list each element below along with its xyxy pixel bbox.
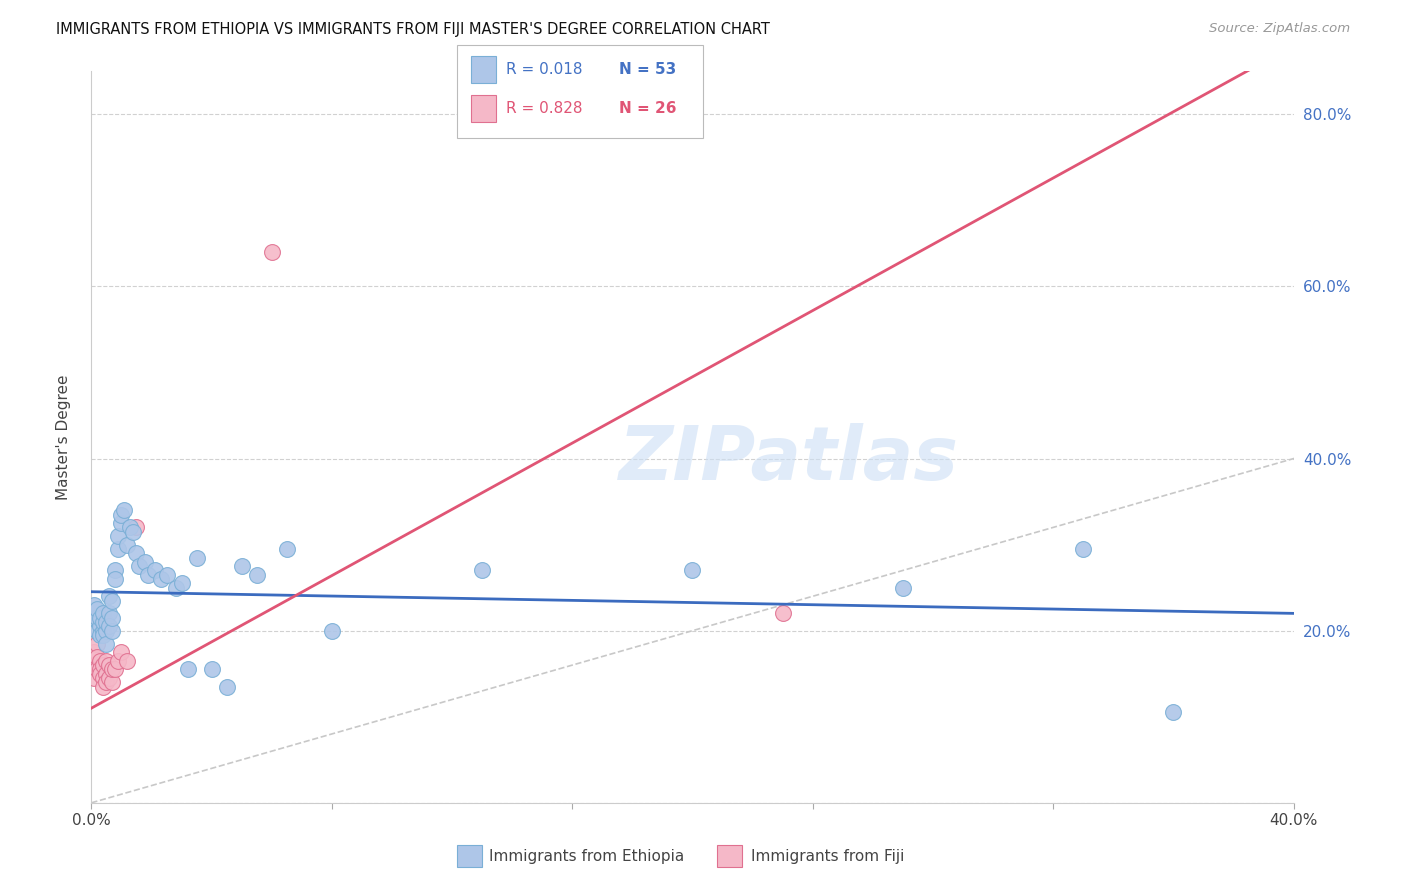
Point — [98, 589, 121, 603]
Point — [107, 529, 129, 543]
Text: Source: ZipAtlas.com: Source: ZipAtlas.com — [1209, 22, 1350, 36]
Point — [1071, 541, 1094, 556]
Point — [122, 524, 145, 539]
Point — [89, 654, 111, 668]
Point — [149, 572, 172, 586]
Text: ZIPatlas: ZIPatlas — [619, 423, 959, 496]
Point — [93, 658, 115, 673]
Point — [89, 619, 111, 633]
Point — [104, 572, 127, 586]
Point — [201, 662, 224, 676]
Point — [96, 675, 118, 690]
Point — [93, 615, 115, 629]
Point — [101, 662, 124, 676]
Point — [1161, 706, 1184, 720]
Point — [98, 619, 121, 633]
Point — [93, 607, 115, 621]
Point — [101, 593, 124, 607]
Point — [96, 637, 118, 651]
Point — [104, 662, 127, 676]
Point — [117, 654, 139, 668]
Point — [86, 624, 108, 638]
Point — [86, 611, 108, 625]
Point — [93, 624, 115, 638]
Point — [101, 611, 124, 625]
Point — [98, 671, 121, 685]
Text: N = 26: N = 26 — [619, 102, 676, 116]
Point — [98, 658, 121, 673]
Point — [215, 680, 238, 694]
Point — [98, 607, 121, 621]
Point — [104, 564, 127, 578]
Point — [117, 538, 139, 552]
Point — [155, 567, 177, 582]
Text: R = 0.828: R = 0.828 — [506, 102, 582, 116]
Point — [101, 675, 124, 690]
Point — [86, 637, 108, 651]
Point — [110, 516, 132, 530]
Text: N = 53: N = 53 — [619, 62, 676, 77]
Point — [86, 662, 108, 676]
Point — [86, 602, 108, 616]
Point — [96, 666, 118, 681]
Point — [89, 628, 111, 642]
Point — [138, 567, 160, 582]
Point — [186, 550, 208, 565]
Point — [231, 559, 253, 574]
Point — [125, 520, 148, 534]
Y-axis label: Master's Degree: Master's Degree — [56, 375, 70, 500]
Point — [176, 662, 198, 676]
Point — [83, 598, 105, 612]
Point — [89, 662, 111, 676]
Point — [89, 666, 111, 681]
Point — [93, 628, 115, 642]
Point — [93, 671, 115, 685]
Point — [134, 555, 156, 569]
Point — [143, 564, 166, 578]
Point — [165, 581, 187, 595]
Point — [276, 541, 298, 556]
Text: Immigrants from Ethiopia: Immigrants from Ethiopia — [489, 849, 685, 863]
Point — [110, 508, 132, 522]
Point — [114, 503, 136, 517]
Point — [83, 658, 105, 673]
Point — [120, 520, 142, 534]
Point — [107, 654, 129, 668]
Point — [107, 541, 129, 556]
Text: IMMIGRANTS FROM ETHIOPIA VS IMMIGRANTS FROM FIJI MASTER'S DEGREE CORRELATION CHA: IMMIGRANTS FROM ETHIOPIA VS IMMIGRANTS F… — [56, 22, 770, 37]
Point — [128, 559, 150, 574]
Point — [681, 564, 703, 578]
Point — [89, 611, 111, 625]
Point — [891, 581, 914, 595]
Point — [86, 649, 108, 664]
Point — [260, 245, 283, 260]
Point — [110, 645, 132, 659]
Text: R = 0.018: R = 0.018 — [506, 62, 582, 77]
Point — [83, 671, 105, 685]
Point — [125, 546, 148, 560]
Point — [83, 611, 105, 625]
Point — [96, 615, 118, 629]
Text: Immigrants from Fiji: Immigrants from Fiji — [751, 849, 904, 863]
Point — [101, 624, 124, 638]
Point — [96, 654, 118, 668]
Point — [96, 624, 118, 638]
Point — [246, 567, 269, 582]
Point — [170, 576, 193, 591]
Point — [772, 607, 794, 621]
Point — [83, 645, 105, 659]
Point — [93, 680, 115, 694]
Point — [321, 624, 343, 638]
Point — [471, 564, 494, 578]
